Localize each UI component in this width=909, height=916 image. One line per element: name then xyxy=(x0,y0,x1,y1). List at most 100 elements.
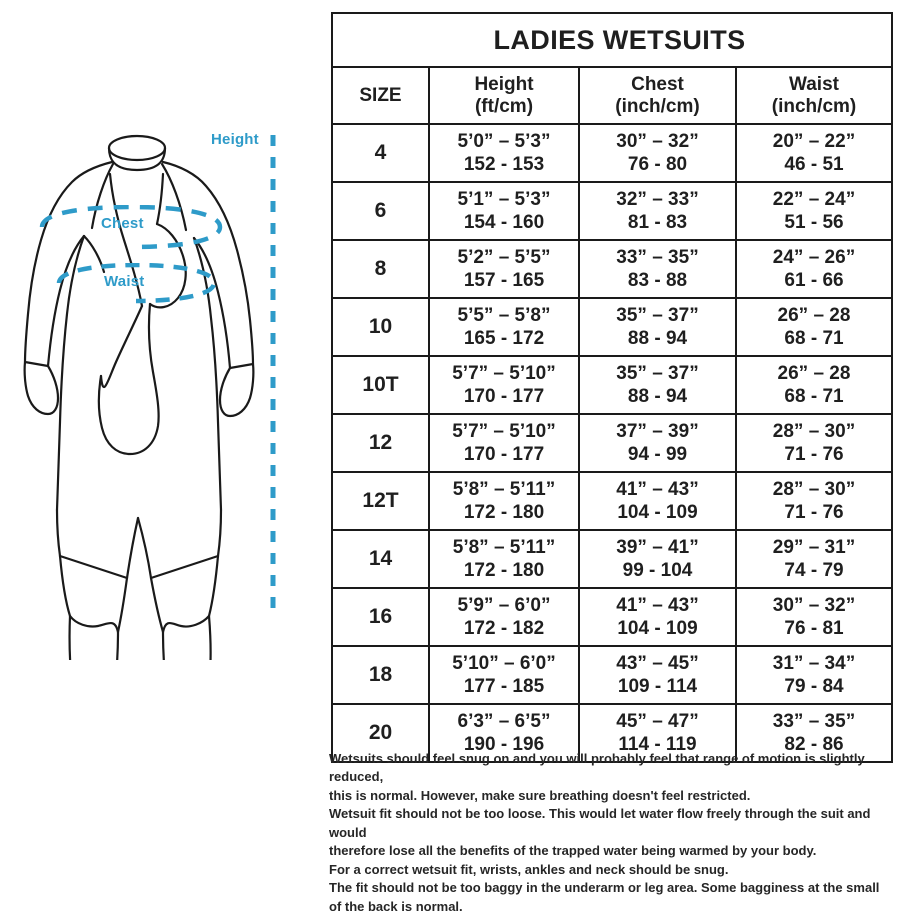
measurement-cell-2: 30” – 32” 76 - 81 xyxy=(734,587,894,647)
measurement-metric: 99 - 104 xyxy=(622,560,693,581)
measurement-imperial: 5’7” – 5’10” xyxy=(452,420,556,442)
size-value: 16 xyxy=(331,587,430,647)
measurement-imperial: 33” – 35” xyxy=(616,246,699,268)
size-value: 10T xyxy=(331,355,430,415)
size-value: 20 xyxy=(331,703,430,763)
measurement-imperial: 43” – 45” xyxy=(616,652,699,674)
measurement-metric: 152 - 153 xyxy=(463,154,545,175)
column-header-units: (ft/cm) xyxy=(474,95,534,117)
measurement-imperial: 28” – 30” xyxy=(772,420,856,442)
measurement-cell-0: 5’5” – 5’8” 165 - 172 xyxy=(428,297,580,357)
measurement-cell-0: 5’1” – 5’3” 154 - 160 xyxy=(428,181,580,241)
measurement-metric: 104 - 109 xyxy=(617,502,698,523)
measurement-imperial: 26” – 28 xyxy=(777,362,851,384)
measurement-metric: 79 - 84 xyxy=(784,676,844,697)
measurement-imperial: 45” – 47” xyxy=(616,710,699,732)
measurement-imperial: 5’2” – 5’5” xyxy=(457,246,551,268)
table-row: 8 5’2” – 5’5” 157 - 165 33” – 35” 83 - 88 24”… xyxy=(331,239,894,299)
measurement-imperial: 29” – 31” xyxy=(772,536,856,558)
measurement-metric: 68 - 71 xyxy=(784,328,844,349)
size-value: 12T xyxy=(331,471,430,531)
note-line-1: Wetsuits should feel snug on and you wil… xyxy=(329,751,865,785)
measurement-imperial: 5’0” – 5’3” xyxy=(457,130,551,152)
chest-measure-label: Chest xyxy=(101,215,144,232)
measurement-cell-2: 33” – 35” 82 - 86 xyxy=(734,703,894,763)
measurement-metric: 51 - 56 xyxy=(784,212,844,233)
size-value: 18 xyxy=(331,645,430,705)
measurement-cell-2: 29” – 31” 74 - 79 xyxy=(734,529,894,589)
measurement-cell-1: 32” – 33” 81 - 83 xyxy=(578,181,737,241)
column-header-3: Waist (inch/cm) xyxy=(734,66,894,125)
measurement-metric: 76 - 81 xyxy=(784,618,844,639)
wetsuit-diagram-panel: Height Chest Waist xyxy=(0,0,320,875)
column-header-units: (inch/cm) xyxy=(615,95,700,117)
measurement-imperial: 5’7” – 5’10” xyxy=(452,362,556,384)
measurement-cell-2: 24” – 26” 61 - 66 xyxy=(734,239,894,299)
measurement-imperial: 30” – 32” xyxy=(772,594,856,616)
measurement-cell-2: 28” – 30” 71 - 76 xyxy=(734,471,894,531)
size-value: 14 xyxy=(331,529,430,589)
measurement-metric: 76 - 80 xyxy=(627,154,688,175)
size-value: 12 xyxy=(331,413,430,473)
height-measure-label: Height xyxy=(211,131,259,148)
table-row: 18 5’10” – 6’0” 177 - 185 43” – 45” 109 - 11… xyxy=(331,645,894,705)
measurement-cell-1: 35” – 37” 88 - 94 xyxy=(578,355,737,415)
measurement-cell-1: 39” – 41” 99 - 104 xyxy=(578,529,737,589)
table-header-row: SIZE Height (ft/cm) Chest (inch/cm) Waist (inc… xyxy=(331,66,894,125)
table-row: 14 5’8” – 5’11” 172 - 180 39” – 41” 99 - 104… xyxy=(331,529,894,589)
measurement-imperial: 30” – 32” xyxy=(616,130,699,152)
measurement-metric: 71 - 76 xyxy=(784,444,844,465)
column-header-primary: Chest xyxy=(631,73,684,95)
measurement-cell-1: 45” – 47” 114 - 119 xyxy=(578,703,737,763)
measurement-metric: 104 - 109 xyxy=(617,618,698,639)
note-line-3: Wetsuit fit should not be too loose. Thi… xyxy=(329,806,871,840)
measurement-cell-1: 41” – 43” 104 - 109 xyxy=(578,471,737,531)
size-value: 10 xyxy=(331,297,430,357)
table-row: 6 5’1” – 5’3” 154 - 160 32” – 33” 81 - 83 22”… xyxy=(331,181,894,241)
measurement-cell-0: 5’9” – 6’0” 172 - 182 xyxy=(428,587,580,647)
table-row: 10T 5’7” – 5’10” 170 - 177 35” – 37” 88 - 94… xyxy=(331,355,894,415)
measurement-imperial: 35” – 37” xyxy=(616,304,699,326)
note-line-2: this is normal. However, make sure breat… xyxy=(329,787,751,803)
size-value: 8 xyxy=(331,239,430,299)
measurement-metric: 109 - 114 xyxy=(617,676,698,697)
measurement-imperial: 41” – 43” xyxy=(616,594,699,616)
note-line-6: The fit should not be too baggy in the u… xyxy=(329,880,880,896)
size-value: 6 xyxy=(331,181,430,241)
measurement-imperial: 6’3” – 6’5” xyxy=(457,710,551,732)
measurement-imperial: 33” – 35” xyxy=(772,710,856,732)
measurement-metric: 157 - 165 xyxy=(463,270,545,291)
measurement-imperial: 5’5” – 5’8” xyxy=(457,304,551,326)
column-header-units: (inch/cm) xyxy=(771,95,857,117)
table-row: 12T 5’8” – 5’11” 172 - 180 41” – 43” 104 - 1… xyxy=(331,471,894,531)
measurement-metric: 83 - 88 xyxy=(627,270,688,291)
measurement-metric: 154 - 160 xyxy=(463,212,545,233)
table-row: 10 5’5” – 5’8” 165 - 172 35” – 37” 88 - 94 26… xyxy=(331,297,894,357)
waist-dashed-line-icon xyxy=(56,263,217,304)
measurement-cell-2: 31” – 34” 79 - 84 xyxy=(734,645,894,705)
measurement-cell-0: 5’8” – 5’11” 172 - 180 xyxy=(428,471,580,531)
chest-dashed-line-icon xyxy=(39,205,223,250)
measurement-metric: 172 - 180 xyxy=(463,502,545,523)
size-value: 4 xyxy=(331,123,430,183)
measurement-metric: 71 - 76 xyxy=(784,502,844,523)
wetsuit-outline-icon xyxy=(23,134,255,660)
measurement-imperial: 28” – 30” xyxy=(772,478,856,500)
measurement-cell-2: 26” – 28 68 - 71 xyxy=(734,297,894,357)
measurement-cell-1: 37” – 39” 94 - 99 xyxy=(578,413,737,473)
table-row: 12 5’7” – 5’10” 170 - 177 37” – 39” 94 - 99 2… xyxy=(331,413,894,473)
column-header-0: SIZE xyxy=(331,66,430,125)
measurement-cell-0: 6’3” – 6’5” 190 - 196 xyxy=(428,703,580,763)
column-header-primary: SIZE xyxy=(359,84,402,106)
measurement-metric: 68 - 71 xyxy=(784,386,844,407)
measurement-metric: 114 - 119 xyxy=(618,734,697,755)
note-line-7: of the back is normal. xyxy=(329,898,463,914)
height-dashed-line-icon xyxy=(270,135,276,618)
note-line-5: For a correct wetsuit fit, wrists, ankle… xyxy=(329,861,729,877)
measurement-cell-0: 5’8” – 5’11” 172 - 180 xyxy=(428,529,580,589)
measurement-imperial: 35” – 37” xyxy=(616,362,699,384)
measurement-cell-0: 5’7” – 5’10” 170 - 177 xyxy=(428,355,580,415)
measurement-cell-0: 5’2” – 5’5” 157 - 165 xyxy=(428,239,580,299)
measurement-metric: 46 - 51 xyxy=(784,154,844,175)
measurement-cell-1: 41” – 43” 104 - 109 xyxy=(578,587,737,647)
